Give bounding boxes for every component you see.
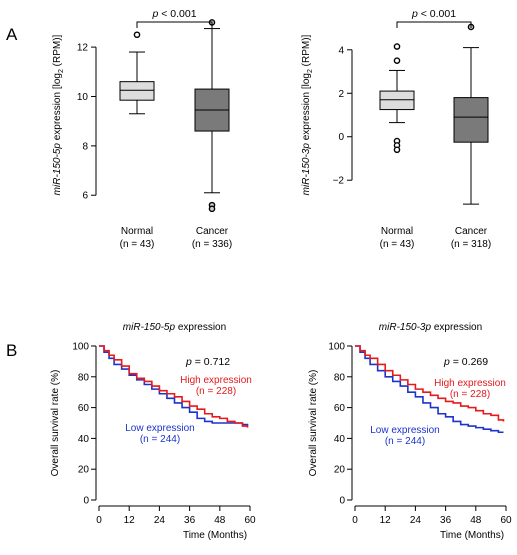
x-tick-label: 24 — [410, 515, 422, 526]
category-label: Cancer — [196, 226, 229, 237]
y-tick-label: 2 — [338, 89, 344, 100]
boxplot-mir-150-3p: −2 0 2 4 miR-150-3p expression [log2 (RPM)] N… — [301, 8, 491, 250]
y-tick-label: 12 — [77, 43, 89, 54]
y-tick-label: 0 — [339, 496, 345, 507]
chart-title: miR-150-5p expression — [123, 322, 226, 333]
x-tick-label: 60 — [500, 515, 512, 526]
outlier-point — [133, 31, 141, 39]
category-n-label: (n = 318) — [451, 239, 491, 250]
series-n-label: (n = 228) — [450, 389, 490, 400]
x-tick-label: 24 — [154, 515, 166, 526]
y-tick-label: 60 — [334, 403, 346, 414]
category-n-label: (n = 43) — [380, 239, 415, 250]
low-expression-curve — [99, 345, 249, 427]
survival-mir-150-3p: 0 20 40 60 80 100 0 12 24 36 48 60 Time (Months) Over… — [308, 322, 512, 541]
y-tick-label: 80 — [78, 372, 90, 383]
category-n-label: (n = 336) — [192, 239, 232, 250]
y-tick-label: 8 — [82, 141, 88, 152]
high-expression-curve — [99, 345, 249, 428]
series-n-label: (n = 244) — [385, 436, 425, 447]
outlier-point — [393, 146, 401, 154]
series-label: Low expression — [125, 423, 194, 434]
y-axis-label: miR-150-3p expression [log2 (RPM)] — [301, 34, 314, 195]
box — [379, 90, 415, 111]
p-value-label: p = 0.269 — [443, 356, 488, 368]
y-tick-label: −2 — [333, 176, 345, 187]
box — [119, 81, 155, 101]
series-label: Low expression — [370, 425, 439, 436]
series-n-label: (n = 244) — [140, 434, 180, 445]
x-tick-label: 0 — [352, 515, 358, 526]
y-tick-label: 0 — [83, 496, 89, 507]
x-tick-label: 0 — [96, 515, 102, 526]
panel-label-a: A — [6, 25, 18, 44]
y-tick-label: 0 — [338, 132, 344, 143]
p-value-label: p < 0.001 — [411, 8, 456, 20]
outlier-point — [393, 57, 401, 64]
series-n-label: (n = 228) — [196, 386, 236, 397]
y-tick-label: 40 — [334, 434, 346, 445]
x-tick-label: 36 — [184, 515, 196, 526]
x-tick-label: 60 — [244, 515, 256, 526]
y-tick-label: 80 — [334, 372, 346, 383]
p-value-label: p < 0.001 — [151, 8, 196, 20]
survival-mir-150-5p: 0 20 40 60 80 100 0 12 24 36 48 60 Time (Months) Over… — [50, 322, 256, 541]
y-tick-label: 20 — [78, 465, 90, 476]
high-expression-curve — [355, 345, 505, 422]
outlier-point — [208, 205, 216, 213]
x-tick-label: 48 — [470, 515, 482, 526]
y-axis-label: Overall survival rate (%) — [308, 370, 319, 477]
boxplot-mir-150-5p: 6 8 10 12 miR-150-5p expression [log2 (RPM)]… — [52, 8, 232, 250]
y-tick-label: 6 — [82, 191, 88, 202]
panel-label-b: B — [6, 341, 17, 360]
category-label: Normal — [381, 226, 413, 237]
low-expression-curve — [355, 345, 504, 434]
y-tick-label: 60 — [78, 403, 90, 414]
category-label: Cancer — [455, 226, 488, 237]
y-tick-label: 100 — [328, 342, 345, 353]
category-n-label: (n = 43) — [120, 239, 155, 250]
x-tick-label: 12 — [380, 515, 392, 526]
y-axis-label: miR-150-5p expression [log2 (RPM)] — [52, 34, 65, 195]
chart-title: miR-150-3p expression — [379, 322, 482, 333]
category-label: Normal — [121, 226, 153, 237]
y-tick-label: 20 — [334, 465, 346, 476]
y-tick-label: 100 — [72, 342, 89, 353]
significance-bracket — [136, 21, 213, 28]
x-tick-label: 48 — [214, 515, 226, 526]
y-tick-label: 4 — [338, 45, 344, 56]
outlier-point — [393, 43, 401, 50]
series-label: High expression — [180, 375, 252, 386]
series-label: High expression — [434, 378, 506, 389]
y-axis-label: Overall survival rate (%) — [50, 370, 61, 477]
y-tick-label: 10 — [77, 92, 89, 103]
x-axis-label: Time (Months) — [440, 530, 504, 541]
y-tick-label: 40 — [78, 434, 90, 445]
x-tick-label: 12 — [124, 515, 136, 526]
significance-bracket — [396, 21, 472, 28]
x-tick-label: 36 — [440, 515, 452, 526]
p-value-label: p = 0.712 — [185, 356, 230, 368]
x-axis-label: Time (Months) — [183, 530, 247, 541]
box — [453, 97, 489, 143]
